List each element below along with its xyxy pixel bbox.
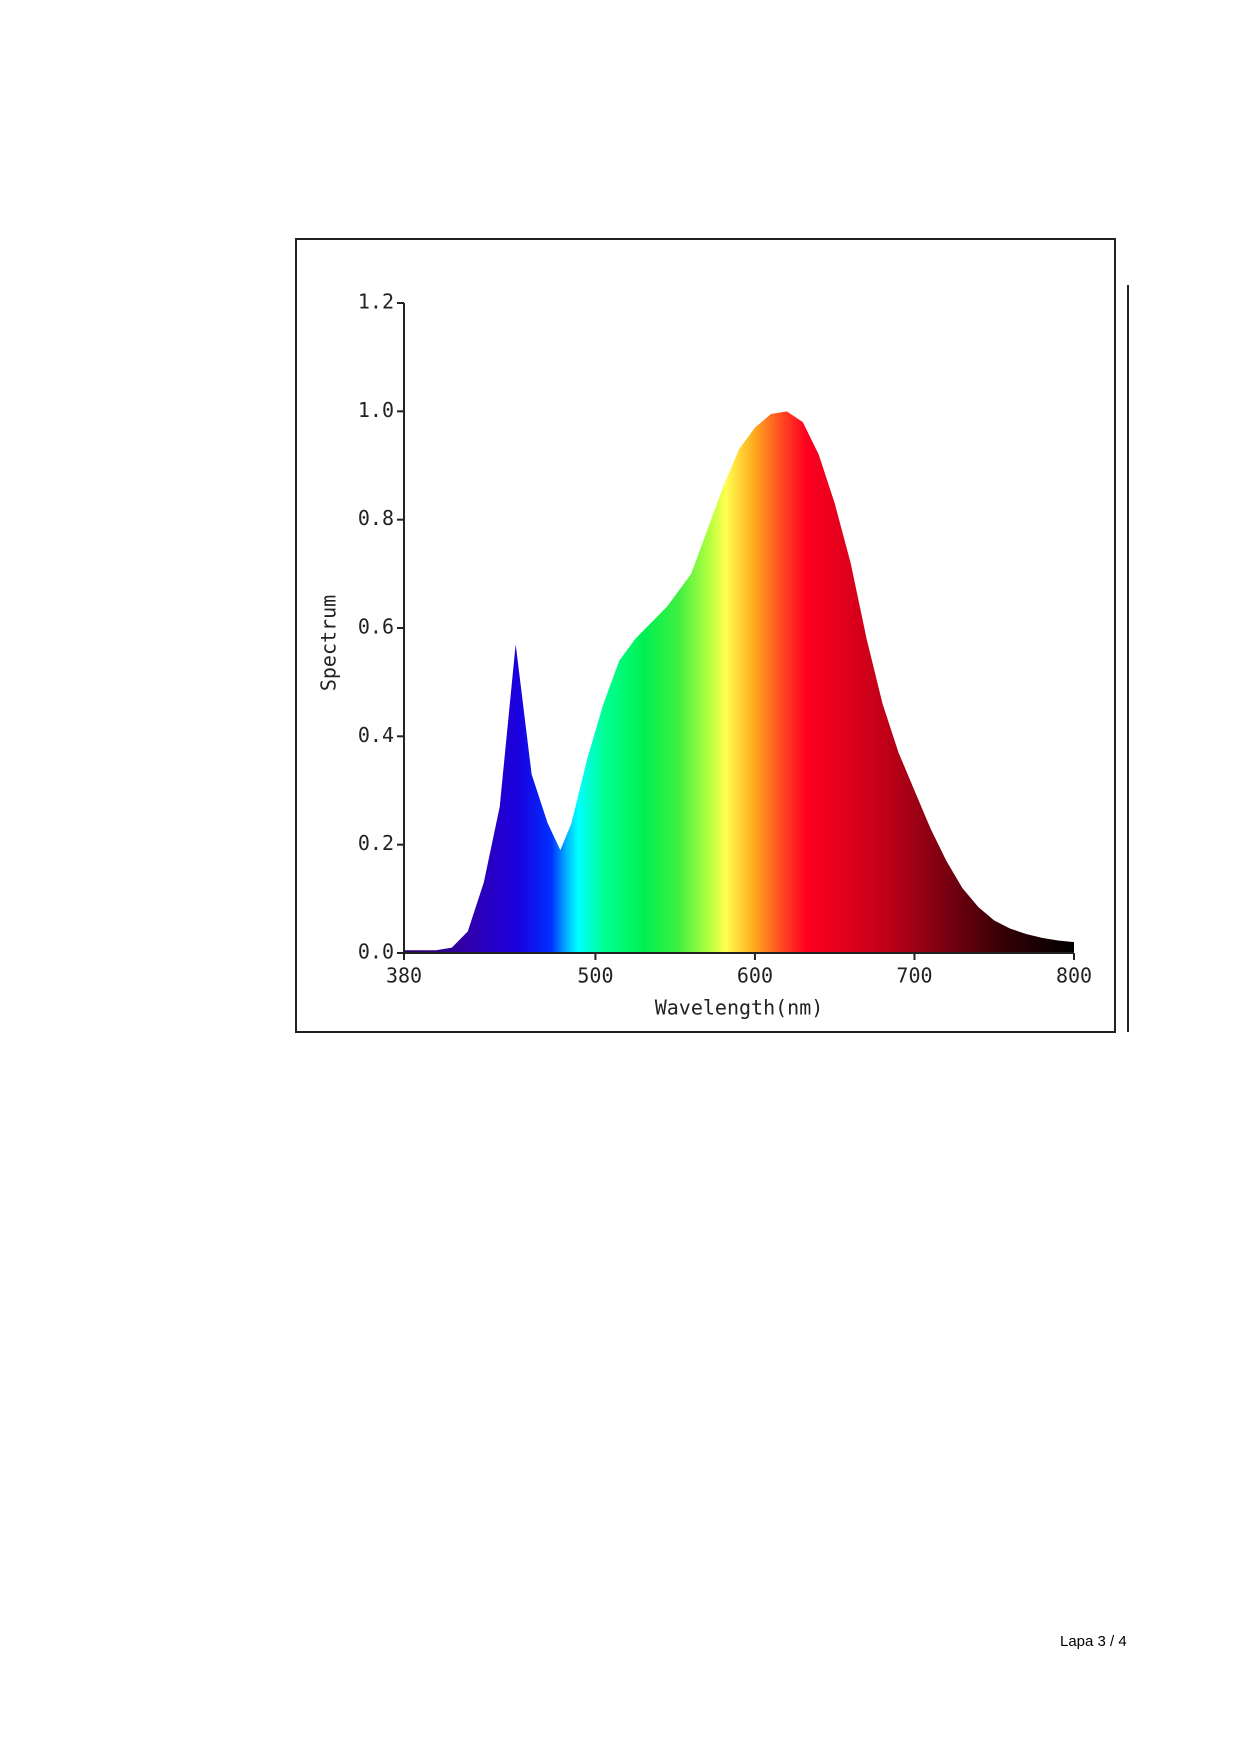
spectrum-area xyxy=(404,411,1074,953)
page-number: Lapa 3 / 4 xyxy=(1060,1633,1127,1650)
y-tick-label: 1.0 xyxy=(358,398,394,422)
x-axis-label: Wavelength(nm) xyxy=(655,996,824,1020)
x-tick-label: 380 xyxy=(386,964,422,988)
y-tick-label: 0.8 xyxy=(358,506,394,530)
x-tick-label: 500 xyxy=(577,964,613,988)
x-tick-label: 800 xyxy=(1056,964,1092,988)
y-tick-label: 1.2 xyxy=(358,290,394,314)
y-tick-label: 0.6 xyxy=(358,615,394,639)
y-tick-label: 0.0 xyxy=(358,940,394,964)
x-tick-label: 600 xyxy=(737,964,773,988)
x-tick-label: 700 xyxy=(896,964,932,988)
chart: Spectrum Wavelength(nm) 0.0 0.2 0.4 0.6 0.8 1… xyxy=(295,238,1129,1033)
y-axis-label: Spectrum xyxy=(317,595,341,691)
y-tick-label: 0.4 xyxy=(358,723,394,747)
y-tick-label: 0.2 xyxy=(358,831,394,855)
